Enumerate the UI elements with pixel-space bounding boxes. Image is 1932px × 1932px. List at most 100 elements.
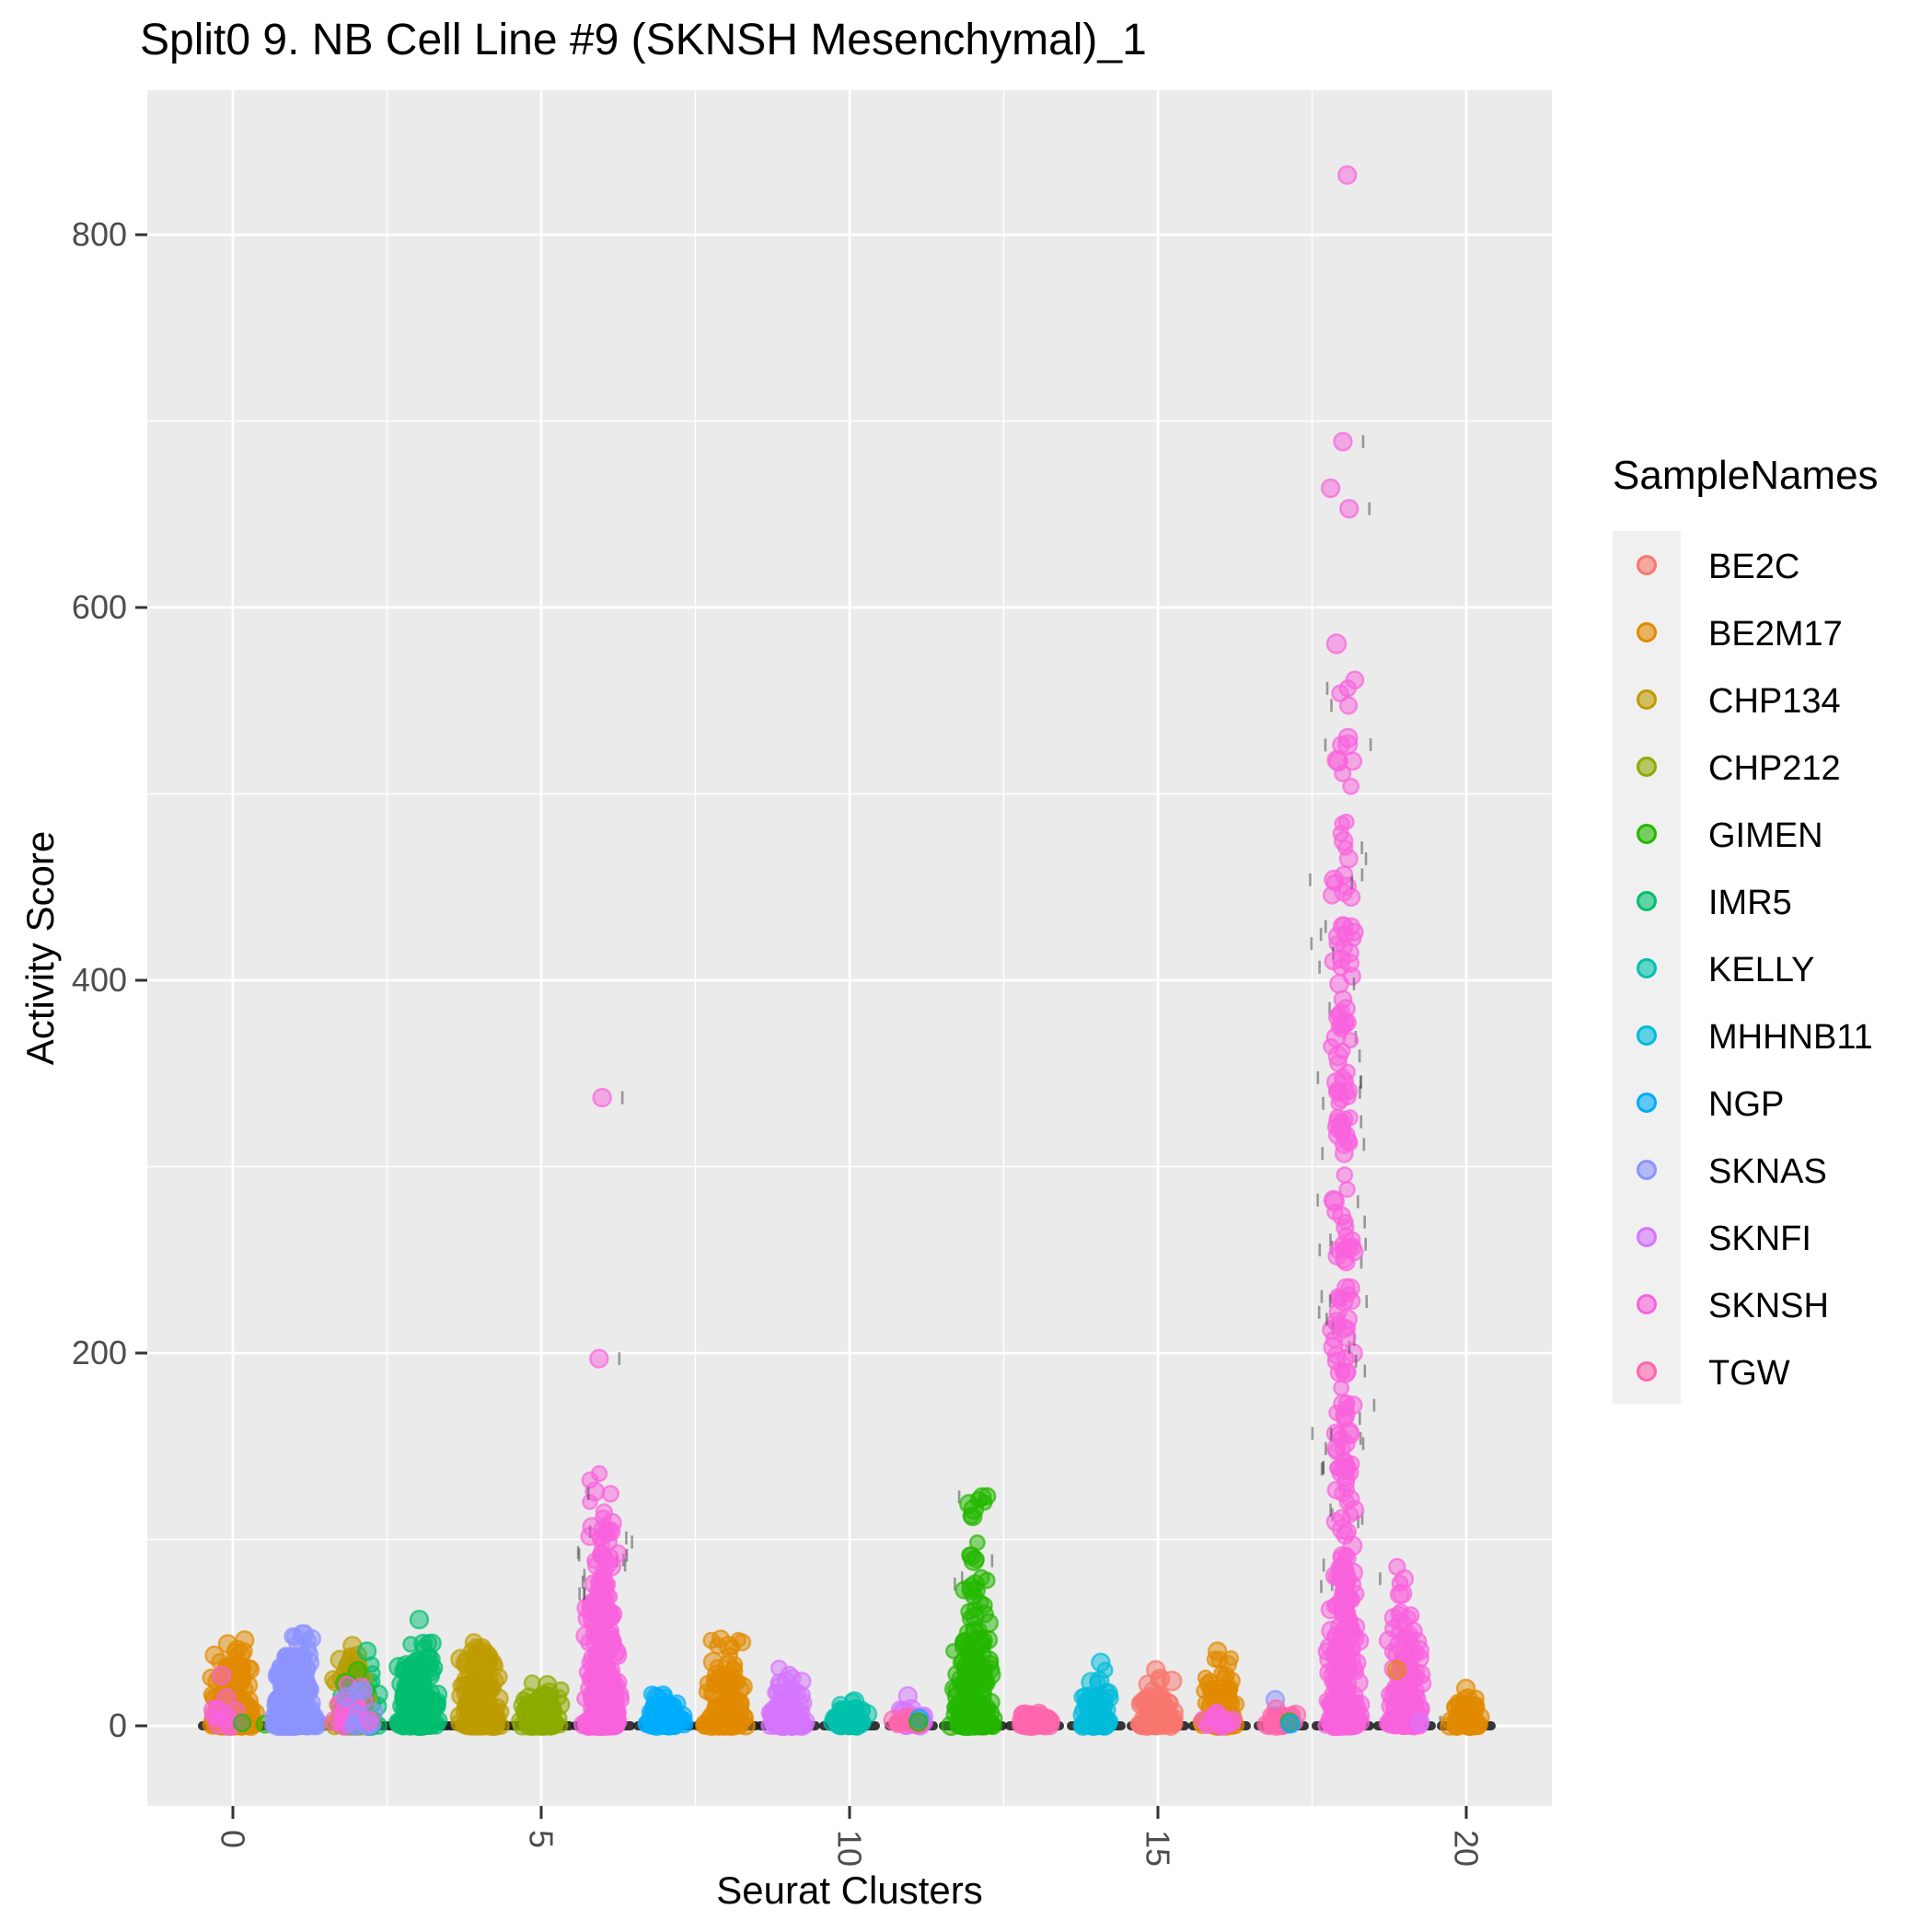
tick-point bbox=[1360, 1511, 1364, 1525]
legend-swatch-icon bbox=[1637, 958, 1657, 978]
data-point bbox=[1345, 670, 1365, 690]
tick-point bbox=[581, 1575, 584, 1589]
data-point bbox=[1323, 1037, 1340, 1055]
tick-point bbox=[576, 1545, 580, 1559]
data-point bbox=[1337, 727, 1359, 748]
tick-point bbox=[1316, 1070, 1320, 1084]
cluster-5-points bbox=[511, 1674, 571, 1737]
data-point bbox=[1332, 1637, 1351, 1657]
x-tick-label: 10 bbox=[831, 1830, 869, 1867]
tick-point bbox=[1348, 1340, 1351, 1354]
legend-label: SKNSH bbox=[1708, 1287, 1829, 1325]
axis-tick-marks bbox=[135, 233, 1468, 1819]
tick-point bbox=[1357, 1515, 1359, 1529]
data-point bbox=[590, 1464, 608, 1483]
data-point bbox=[969, 1490, 988, 1509]
data-point bbox=[301, 1680, 320, 1699]
tick-point bbox=[1328, 1001, 1331, 1015]
tick-point bbox=[1316, 1193, 1319, 1207]
points-layer bbox=[202, 165, 1490, 1737]
data-point bbox=[1324, 952, 1343, 971]
tick-point bbox=[1330, 699, 1333, 712]
data-point bbox=[642, 1685, 661, 1704]
data-point bbox=[1327, 1124, 1349, 1146]
data-point bbox=[1207, 1641, 1228, 1661]
data-point bbox=[477, 1661, 496, 1680]
data-point bbox=[945, 1643, 962, 1660]
data-point bbox=[1343, 1685, 1364, 1706]
data-point bbox=[1327, 1246, 1347, 1266]
legend-label: TGW bbox=[1708, 1354, 1790, 1393]
legend-item-sknsh: SKNSH bbox=[1602, 1270, 1932, 1337]
cluster-10-points bbox=[823, 1691, 878, 1736]
data-point bbox=[1337, 165, 1358, 185]
data-point bbox=[1408, 1639, 1430, 1661]
legend-swatch-icon bbox=[1637, 1160, 1657, 1180]
data-point bbox=[602, 1702, 619, 1720]
data-point bbox=[1091, 1652, 1111, 1672]
data-point bbox=[1342, 1619, 1360, 1637]
data-point bbox=[388, 1657, 410, 1678]
axis-tick-labels: 0 200 400 600 800 0 5 10 15 20 bbox=[72, 215, 1486, 1867]
data-point bbox=[1330, 1082, 1348, 1101]
y-axis-title: Activity Score bbox=[18, 830, 62, 1066]
cluster-20-points bbox=[1440, 1678, 1490, 1737]
tick-point bbox=[1311, 1427, 1314, 1440]
data-point bbox=[281, 1693, 298, 1711]
data-point bbox=[467, 1643, 488, 1664]
data-point bbox=[1342, 1032, 1359, 1049]
data-point bbox=[598, 1547, 620, 1568]
data-point bbox=[908, 1712, 929, 1732]
data-point bbox=[1341, 1716, 1361, 1736]
data-point bbox=[1025, 1712, 1045, 1731]
data-point bbox=[1336, 1278, 1356, 1298]
cluster-11-points bbox=[883, 1685, 934, 1736]
tick-point bbox=[1352, 977, 1356, 990]
tick-point bbox=[620, 1091, 624, 1105]
tick-point bbox=[1329, 1428, 1333, 1441]
tick-point bbox=[1325, 681, 1329, 695]
data-point bbox=[1209, 1704, 1226, 1722]
data-point bbox=[269, 1667, 289, 1687]
cluster-19-points bbox=[1378, 1557, 1442, 1736]
data-point bbox=[1336, 1473, 1356, 1492]
y-tick-label: 600 bbox=[72, 588, 127, 626]
tick-point bbox=[1328, 1294, 1332, 1308]
cluster-13-points bbox=[1011, 1703, 1061, 1737]
x-tick-label: 0 bbox=[214, 1830, 252, 1848]
data-point bbox=[536, 1684, 553, 1703]
data-point bbox=[978, 1629, 999, 1650]
data-point bbox=[1324, 869, 1345, 890]
tick-point bbox=[990, 1554, 994, 1568]
data-point bbox=[1337, 1227, 1355, 1244]
data-point bbox=[1337, 1394, 1356, 1413]
data-point bbox=[963, 1550, 985, 1571]
data-point bbox=[706, 1708, 727, 1730]
tick-point bbox=[1350, 875, 1354, 889]
tick-point bbox=[1359, 1115, 1363, 1128]
data-point bbox=[356, 1641, 377, 1661]
legend-label: IMR5 bbox=[1708, 884, 1792, 922]
cluster-14-points bbox=[1072, 1652, 1119, 1737]
data-point bbox=[780, 1665, 799, 1684]
data-point bbox=[1342, 777, 1360, 795]
data-point bbox=[596, 1716, 615, 1735]
tick-point bbox=[1365, 1294, 1368, 1308]
data-point bbox=[1146, 1660, 1166, 1680]
data-point bbox=[1338, 1181, 1356, 1198]
data-point bbox=[1081, 1704, 1098, 1721]
tick-point bbox=[1318, 1243, 1322, 1256]
tick-point bbox=[625, 1548, 629, 1562]
legend-item-chp134: CHP134 bbox=[1602, 665, 1932, 733]
cluster-16-points bbox=[1192, 1641, 1245, 1737]
x-axis-title: Seurat Clusters bbox=[716, 1868, 983, 1912]
data-point bbox=[957, 1679, 975, 1696]
cluster-0-points bbox=[202, 1630, 275, 1737]
data-point bbox=[283, 1626, 302, 1646]
data-point bbox=[974, 1672, 995, 1694]
tick-point bbox=[1319, 928, 1323, 942]
data-point bbox=[1332, 1206, 1352, 1226]
data-point bbox=[1348, 1631, 1370, 1651]
legend-label: GIMEN bbox=[1708, 816, 1823, 855]
